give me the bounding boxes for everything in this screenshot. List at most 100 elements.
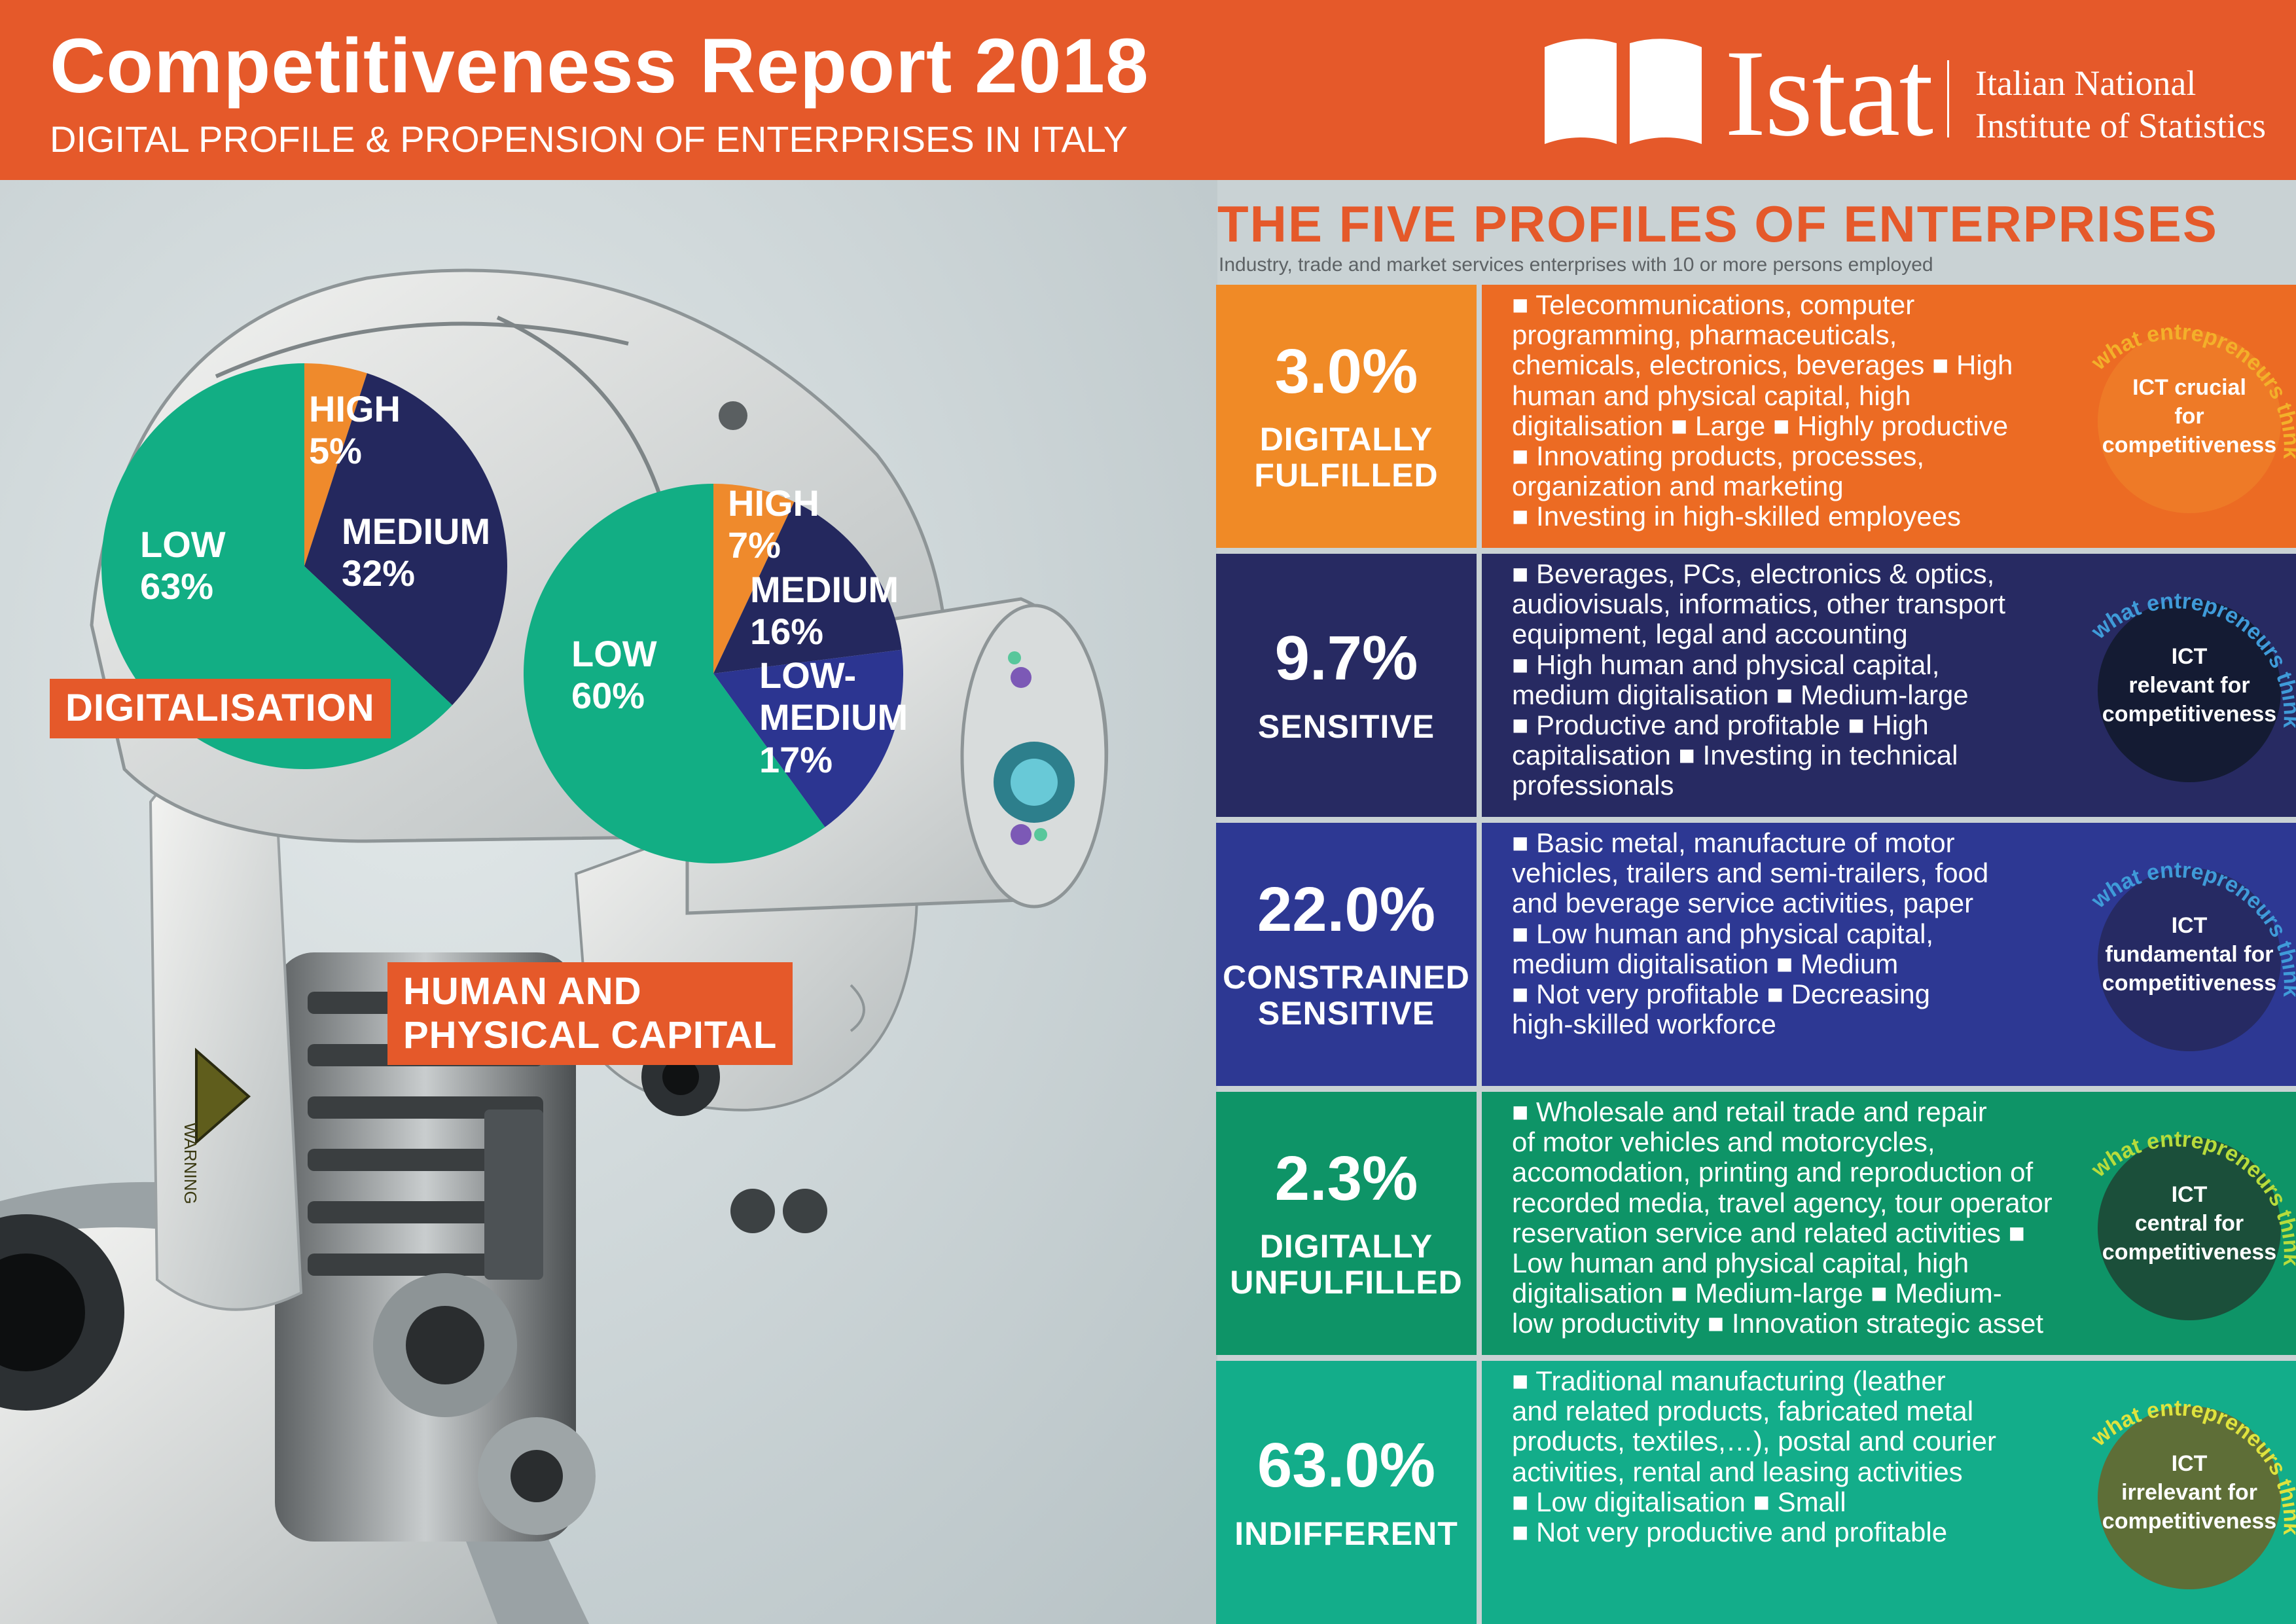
description-line: activities, rental and leasing activitie… — [1512, 1456, 1963, 1487]
capital-pie-chart — [523, 484, 903, 863]
description-line: ■ Low human and physical capital, — [1512, 918, 1934, 949]
logo-tagline-line-1: Italian National — [1975, 63, 2197, 103]
description-line: and beverage service activities, paper — [1512, 888, 1974, 919]
description-line: ■ Telecommunications, computer — [1512, 289, 1915, 320]
logo-tagline-line-2: Institute of Statistics — [1975, 105, 2266, 145]
opinion-badge-icon: what entrepreneurs think — [2086, 588, 2296, 782]
header-bar: Competitiveness Report 2018 DIGITAL PROF… — [0, 0, 2296, 180]
capital-slice-1 — [713, 501, 902, 674]
description-line: ■ Basic metal, manufacture of motor — [1512, 827, 1955, 858]
profile-summary: 9.7% SENSITIVE — [1216, 554, 1477, 817]
description-line: ■ Investing in high-skilled employees — [1512, 501, 1962, 532]
digitalisation-tag: DIGITALISATION — [50, 679, 391, 738]
capital-tag: HUMAN AND PHYSICAL CAPITAL — [387, 962, 793, 1066]
description-line: ■ Innovating products, processes, — [1512, 440, 1925, 471]
profile-description: ■ Basic metal, manufacture of motor vehic… — [1512, 827, 2075, 1040]
description-line: professionals — [1512, 770, 1674, 801]
report-subtitle: DIGITAL PROFILE & PROPENSION OF ENTERPRI… — [50, 118, 1128, 160]
opinion-badge-icon: what entrepreneurs think — [2086, 857, 2296, 1051]
description-line: organization and marketing — [1512, 471, 1844, 502]
profile-percentage: 2.3% — [1274, 1143, 1418, 1214]
description-line: ■ Traditional manufacturing (leather — [1512, 1365, 1946, 1396]
capital-slice-2 — [713, 649, 903, 827]
description-line: low productivity ■ Innovation strategic … — [1512, 1308, 2044, 1339]
description-line: capitalisation ■ Investing in technical — [1512, 740, 1958, 771]
profile-name: CONSTRAINED SENSITIVE — [1223, 959, 1470, 1032]
robot-illustration: WARNING HIGH 5% MEDIUM 32% LOW 63% DIGIT… — [0, 180, 1217, 1624]
opinion-badge-text: ICT crucial for competitiveness — [2102, 374, 2277, 458]
profile-summary: 22.0% CONSTRAINED SENSITIVE — [1216, 823, 1477, 1086]
opinion-badge-icon: what entrepreneurs think — [2086, 1396, 2296, 1589]
report-title: Competitiveness Report 2018 — [50, 23, 1149, 109]
opinion-badge-text: ICT relevant for competitiveness — [2102, 643, 2277, 727]
digitalisation-pie-chart — [101, 363, 507, 769]
profile-row-digitally-fulfilled: 3.0% DIGITALLY FULFILLED ■ Telecommunica… — [1216, 285, 2296, 548]
description-line: high-skilled workforce — [1512, 1009, 1776, 1040]
profile-percentage: 22.0% — [1257, 874, 1436, 945]
description-line: ■ Not very profitable ■ Decreasing — [1512, 978, 1931, 1009]
capital-medium-label: MEDIUM 16% — [750, 569, 899, 653]
profile-description: ■ Beverages, PCs, electronics & optics, a… — [1512, 558, 2075, 801]
digitalisation-high-label: HIGH 5% — [309, 388, 401, 472]
profile-percentage: 63.0% — [1257, 1430, 1436, 1501]
capital-high-label: HIGH 7% — [728, 482, 819, 566]
description-line: chemicals, electronics, beverages ■ High — [1512, 350, 2013, 381]
description-line: audiovisuals, informatics, other transpo… — [1512, 588, 2006, 620]
profile-description: ■ Wholesale and retail trade and repair o… — [1512, 1096, 2075, 1339]
description-line: ■ Beverages, PCs, electronics & optics, — [1512, 558, 1995, 589]
profile-name: DIGITALLY FULFILLED — [1254, 421, 1439, 494]
description-line: medium digitalisation ■ Medium — [1512, 948, 1899, 979]
profile-row-indifferent: 63.0% INDIFFERENT ■ Traditional manufact… — [1216, 1361, 2296, 1624]
digitalisation-slice-0 — [304, 363, 367, 566]
opinion-badge-text: ICT irrelevant for competitiveness — [2102, 1451, 2277, 1534]
profile-description: ■ Traditional manufacturing (leather and … — [1512, 1365, 2075, 1547]
profile-row-constrained-sensitive: 22.0% CONSTRAINED SENSITIVE ■ Basic meta… — [1216, 823, 2296, 1086]
badge-circle — [2098, 330, 2281, 513]
profile-percentage: 9.7% — [1274, 623, 1418, 694]
capital-slice-0 — [713, 484, 795, 674]
description-line: medium digitalisation ■ Medium-large — [1512, 679, 1969, 710]
badge-circle — [2098, 1137, 2281, 1320]
profile-summary: 2.3% DIGITALLY UNFULFILLED — [1216, 1092, 1477, 1355]
logo-divider — [1947, 60, 1949, 137]
profile-percentage: 3.0% — [1274, 336, 1418, 406]
description-line: vehicles, trailers and semi-trailers, fo… — [1512, 857, 1989, 889]
digitalisation-medium-label: MEDIUM 32% — [342, 511, 491, 594]
profile-row-sensitive: 9.7% SENSITIVE ■ Beverages, PCs, electro… — [1216, 554, 2296, 817]
profiles-subtitle: Industry, trade and market services ente… — [1219, 254, 1933, 276]
profiles-title: THE FIVE PROFILES OF ENTERPRISES — [1217, 195, 2218, 253]
capital-low-label: LOW 60% — [571, 633, 657, 717]
digitalisation-slice-1 — [304, 373, 507, 706]
warning-label: WARNING — [181, 1123, 200, 1204]
description-line: digitalisation ■ Medium-large ■ Medium- — [1512, 1278, 2002, 1309]
description-line: ■ Productive and profitable ■ High — [1512, 709, 1929, 740]
description-line: ■ Wholesale and retail trade and repair — [1512, 1096, 1987, 1127]
profile-name: INDIFFERENT — [1234, 1515, 1458, 1552]
badge-circle — [2098, 1406, 2281, 1589]
opinion-badge-text: ICT central for competitiveness — [2102, 1182, 2277, 1265]
description-line: and related products, fabricated metal — [1512, 1396, 1974, 1427]
opinion-badge-icon: what entrepreneurs think — [2086, 319, 2296, 513]
description-line: accomodation, printing and reproduction … — [1512, 1157, 2034, 1188]
istat-logo-text: Istat — [1725, 25, 1933, 162]
opinion-badge-text: ICT fundamental for competitiveness — [2102, 912, 2277, 996]
description-line: equipment, legal and accounting — [1512, 619, 1908, 650]
istat-logo-icon — [1545, 39, 1702, 145]
description-line: digitalisation ■ Large ■ Highly producti… — [1512, 410, 2009, 441]
description-line: products, textiles,…), postal and courie… — [1512, 1426, 1997, 1457]
description-line: recorded media, travel agency, tour oper… — [1512, 1187, 2053, 1218]
profile-row-digitally-unfulfilled: 2.3% DIGITALLY UNFULFILLED ■ Wholesale a… — [1216, 1092, 2296, 1355]
description-line: Low human and physical capital, high — [1512, 1247, 1969, 1278]
profile-description: ■ Telecommunications, computer programmin… — [1512, 289, 2075, 532]
capital-low-medium-label: LOW- MEDIUM 17% — [759, 655, 908, 780]
digitalisation-low-label: LOW 63% — [140, 524, 226, 607]
description-line: of motor vehicles and motorcycles, — [1512, 1127, 1935, 1158]
logo-tagline: Italian National Institute of Statistics — [1975, 62, 2266, 147]
description-line: programming, pharmaceuticals, — [1512, 319, 1897, 351]
badge-circle — [2098, 868, 2281, 1051]
profile-summary: 3.0% DIGITALLY FULFILLED — [1216, 285, 1477, 548]
capital-slice-3 — [523, 484, 825, 863]
profile-summary: 63.0% INDIFFERENT — [1216, 1361, 1477, 1624]
digitalisation-slice-2 — [101, 363, 452, 769]
opinion-badge-icon: what entrepreneurs think — [2086, 1127, 2296, 1320]
